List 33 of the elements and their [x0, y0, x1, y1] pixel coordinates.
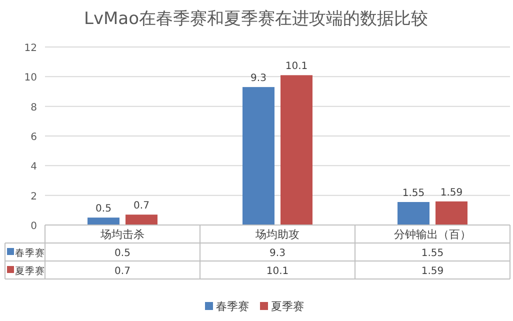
y-tick-label: 2: [30, 191, 37, 202]
data-label: 0.7: [114, 266, 130, 277]
x-tick-label: 场均击杀: [100, 228, 144, 241]
text: 0.5: [96, 204, 112, 215]
data-label: 10.1: [266, 266, 289, 277]
data-label: 1.59: [421, 266, 444, 277]
y-tick-label: 12: [24, 43, 37, 54]
bar: [436, 201, 468, 225]
text: 10.1: [285, 61, 308, 72]
bar: [280, 75, 312, 225]
legend-label: 春季赛: [15, 247, 45, 259]
y-tick-label: 10: [24, 72, 37, 84]
bar: [242, 87, 274, 225]
x-tick-label: 场均助攻: [254, 228, 300, 241]
text: 1.55: [402, 188, 425, 200]
x-tick-label: 分钟输出（百）: [394, 228, 471, 241]
y-tick-label: 8: [30, 102, 37, 114]
data-label: 1.55: [421, 248, 444, 259]
bar: [126, 214, 158, 225]
legend-label: 夏季赛: [271, 300, 304, 313]
data-label: 0.5: [114, 248, 130, 259]
bar: [88, 218, 120, 225]
data-label: 9.3: [270, 248, 286, 259]
y-tick-label: 0: [30, 221, 37, 232]
text: 0.7: [134, 200, 150, 212]
y-tick-label: 6: [30, 132, 37, 143]
chart-title: LvMao在春季赛和夏季赛在进攻端的数据比较: [84, 9, 428, 29]
text: 夏季赛: [15, 266, 45, 277]
text: 春季赛: [216, 300, 249, 313]
text: 9.3: [250, 73, 266, 84]
y-tick-label: 4: [30, 162, 37, 173]
text: 1.59: [440, 187, 463, 198]
bar: [398, 202, 430, 225]
